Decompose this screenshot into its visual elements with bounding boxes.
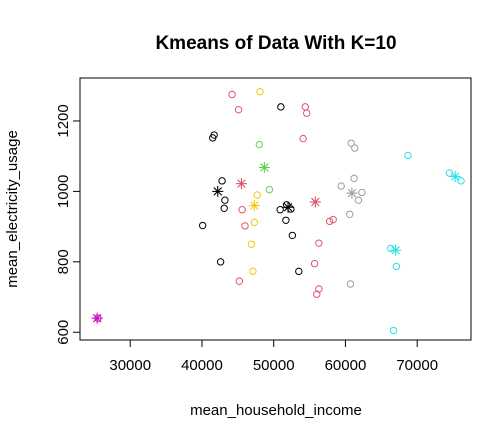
data-point [329,215,337,224]
data-point [249,267,257,276]
data-point [351,144,359,152]
data-point [313,290,321,298]
data-point [255,140,264,149]
data-point [404,151,412,160]
data-point [303,109,311,117]
data-point [350,174,358,183]
data-point [234,105,243,114]
cluster-center-marker [309,196,321,208]
data-point [250,218,259,227]
data-point [445,169,454,177]
cluster-center-marker [346,187,358,199]
cluster-center-marker [258,161,270,173]
data-point [346,280,355,288]
data-point [221,196,229,204]
data-point [288,231,297,240]
data-point [235,277,243,285]
x-axis: 30000 40000 50000 60000 70000 [109,339,438,374]
y-tick-label: 1000 [55,175,72,208]
plot-frame [79,77,472,341]
x-tick-label: 60000 [325,357,367,374]
data-point [247,240,256,248]
data-point [310,259,319,268]
data-point [325,217,334,226]
data-point [265,185,274,194]
cluster-center-marker [282,201,294,213]
y-tick-label: 600 [55,320,72,345]
data-point [228,90,236,99]
y-tick-label: 800 [55,249,72,274]
cluster-center-marker [235,178,247,190]
x-tick-label: 70000 [396,357,438,374]
data-point [346,210,354,218]
data-point [220,204,228,212]
cluster-center-marker [390,244,402,256]
data-point [218,177,226,185]
data-point [253,191,261,199]
x-tick-label: 30000 [109,357,151,374]
cluster-center-marker [91,312,103,324]
y-tick-label: 1200 [55,104,72,137]
x-tick-label: 50000 [253,357,295,374]
data-point [301,103,309,111]
data-point [216,258,225,266]
data-point [337,182,345,190]
cluster-center-marker [449,171,461,183]
data-point [358,188,366,197]
data-point [209,134,217,142]
y-axis-label: mean_electricity_usage [4,130,21,288]
data-point [295,267,303,276]
data-point [241,222,249,230]
cluster-center-marker [212,185,224,197]
data-point [392,262,401,271]
data-point [457,177,465,185]
cluster-center-marker [248,199,260,211]
data-point [389,326,398,335]
data-point [347,139,355,147]
data-point [354,196,363,204]
data-point [238,206,246,214]
data-point [256,88,264,96]
y-axis: 600 800 1000 1200 [55,104,81,345]
chart-title: Kmeans of Data With K=10 [155,33,396,54]
data-point [198,221,207,230]
data-point [276,206,284,214]
x-tick-label: 40000 [181,357,223,374]
data-point [277,103,285,111]
data-point [282,216,290,224]
data-point [299,134,307,143]
data-point [315,239,323,247]
x-axis-label: mean_household_income [190,402,362,419]
data-points [91,88,465,335]
